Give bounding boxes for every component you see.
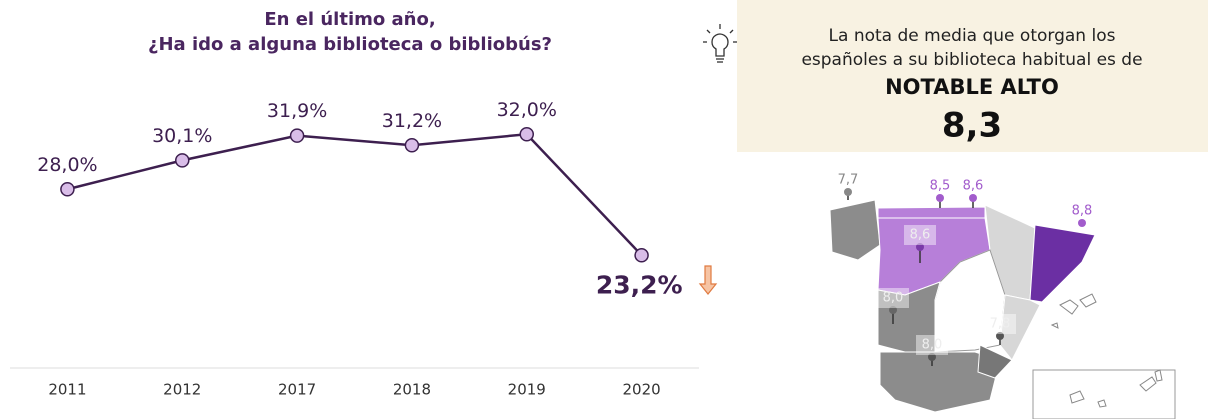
callout-score: 8,3 (942, 106, 1002, 146)
map-pin-head (916, 243, 924, 251)
map-label: 8,0 (922, 338, 943, 353)
data-label: 28,0% (37, 154, 97, 176)
map-label: 7,8 (990, 317, 1011, 332)
map-pin-head (889, 306, 897, 314)
down-arrow (698, 265, 718, 295)
data-label: 30,1% (152, 125, 212, 147)
map-pin-head (1078, 219, 1086, 227)
data-label: 23,2% (596, 270, 683, 299)
spain-map (829, 199, 1176, 419)
map-label-box (904, 225, 936, 245)
map-pin-head (996, 332, 1004, 340)
data-line (67, 132, 643, 257)
map-label: 7,7 (838, 173, 859, 188)
map-label: 8,5 (930, 179, 951, 194)
data-point (519, 127, 534, 142)
map-label-box (916, 335, 948, 355)
x-tick-label: 2020 (622, 381, 660, 399)
x-tick-label: 2018 (393, 381, 431, 399)
callout-box (737, 0, 1208, 152)
data-point (404, 138, 420, 153)
map-pin-head (936, 194, 944, 202)
map-label-box (877, 288, 909, 308)
map-pin-head (844, 188, 852, 196)
map-label: 8,6 (910, 228, 931, 243)
data-point (634, 248, 649, 263)
data-label: 31,9% (267, 100, 327, 122)
data-point (175, 153, 190, 168)
map-label: 8,8 (1072, 204, 1093, 219)
data-point (60, 182, 75, 197)
x-tick-label: 2017 (278, 381, 316, 399)
data-label: 32,0% (497, 99, 557, 121)
chart-title: ¿Ha ido a alguna biblioteca o bibliobús? (148, 34, 552, 55)
map-label: 8,6 (963, 179, 984, 194)
callout-text: La nota de media que otorgan los (829, 26, 1116, 46)
map-pin-head (969, 194, 977, 202)
x-tick-label: 2012 (163, 381, 201, 399)
data-point (289, 128, 305, 143)
callout-text: españoles a su biblioteca habitual es de (801, 50, 1142, 70)
map-label: 8,0 (883, 291, 904, 306)
callout-rating: NOTABLE ALTO (885, 75, 1059, 99)
x-tick-label: 2011 (48, 381, 86, 399)
x-tick-label: 2019 (508, 381, 546, 399)
data-label: 31,2% (382, 110, 442, 132)
bulb-icon (703, 24, 737, 63)
map-pin-head (928, 353, 936, 361)
map-label-box (984, 314, 1016, 334)
chart-title: En el último año, (264, 9, 435, 30)
